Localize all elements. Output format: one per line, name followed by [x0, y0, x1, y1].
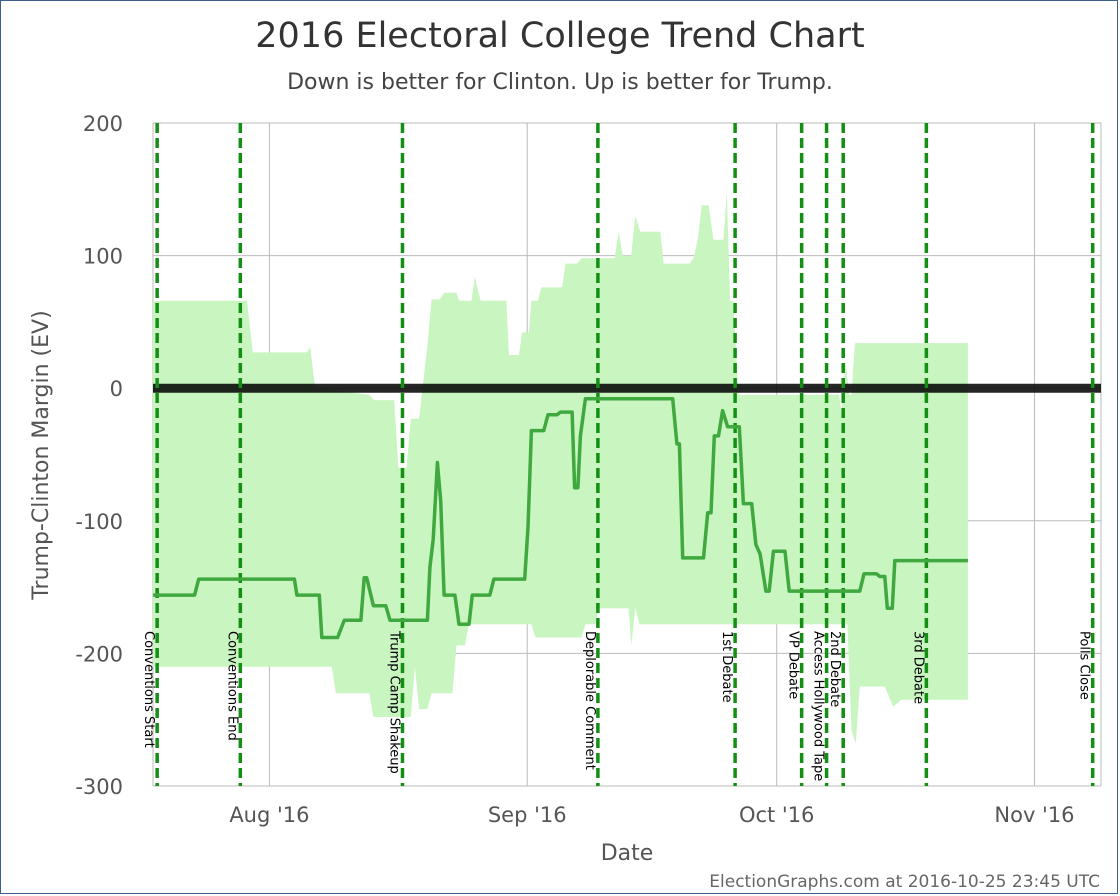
y-tick-1: 100	[83, 245, 123, 269]
y-tick-2: 0	[110, 377, 123, 401]
event-label-6: Access Hollywood Tape	[811, 631, 826, 781]
y-tick-labels: 200 100 0 -100 -200 -300	[75, 112, 123, 799]
chart-title: 2016 Electoral College Trend Chart	[255, 16, 864, 56]
chart-subtitle: Down is better for Clinton. Up is better…	[287, 70, 833, 95]
margin-line	[153, 397, 968, 640]
credit-text: ElectionGraphs.com at 2016-10-25 23:45 U…	[709, 872, 1100, 892]
x-tick-1: Sep '16	[488, 803, 567, 827]
event-label-5: VP Debate	[786, 631, 801, 699]
x-tick-2: Oct '16	[739, 803, 814, 827]
x-tick-3: Nov '16	[994, 803, 1074, 827]
y-tick-5: -300	[75, 775, 123, 799]
x-tick-labels: Aug '16 Sep '16 Oct '16 Nov '16	[229, 803, 1074, 827]
event-label-1: Conventions End	[224, 631, 239, 741]
x-tick-0: Aug '16	[229, 803, 309, 827]
y-tick-4: -200	[75, 642, 123, 666]
event-markers: Conventions Start Conventions End Trump Ca…	[141, 123, 1095, 786]
y-axis-label: Trump-Clinton Margin (EV)	[29, 310, 54, 600]
event-label-8: 3rd Debate	[910, 631, 925, 704]
y-tick-0: 200	[83, 112, 123, 136]
event-label-4: 1st Debate	[719, 631, 734, 703]
event-label-0: Conventions Start	[141, 631, 156, 748]
band-area	[153, 192, 968, 744]
margin-series-line	[153, 397, 968, 640]
event-label-9: Polls Close	[1077, 631, 1092, 700]
x-axis-label: Date	[601, 841, 654, 866]
event-label-2: Trump Camp Shakeup	[386, 630, 401, 774]
event-label-3: Deplorable Comment	[582, 631, 597, 770]
event-label-7: 2nd Debate	[827, 631, 842, 707]
range-band	[153, 192, 968, 744]
y-tick-3: -100	[75, 510, 123, 534]
